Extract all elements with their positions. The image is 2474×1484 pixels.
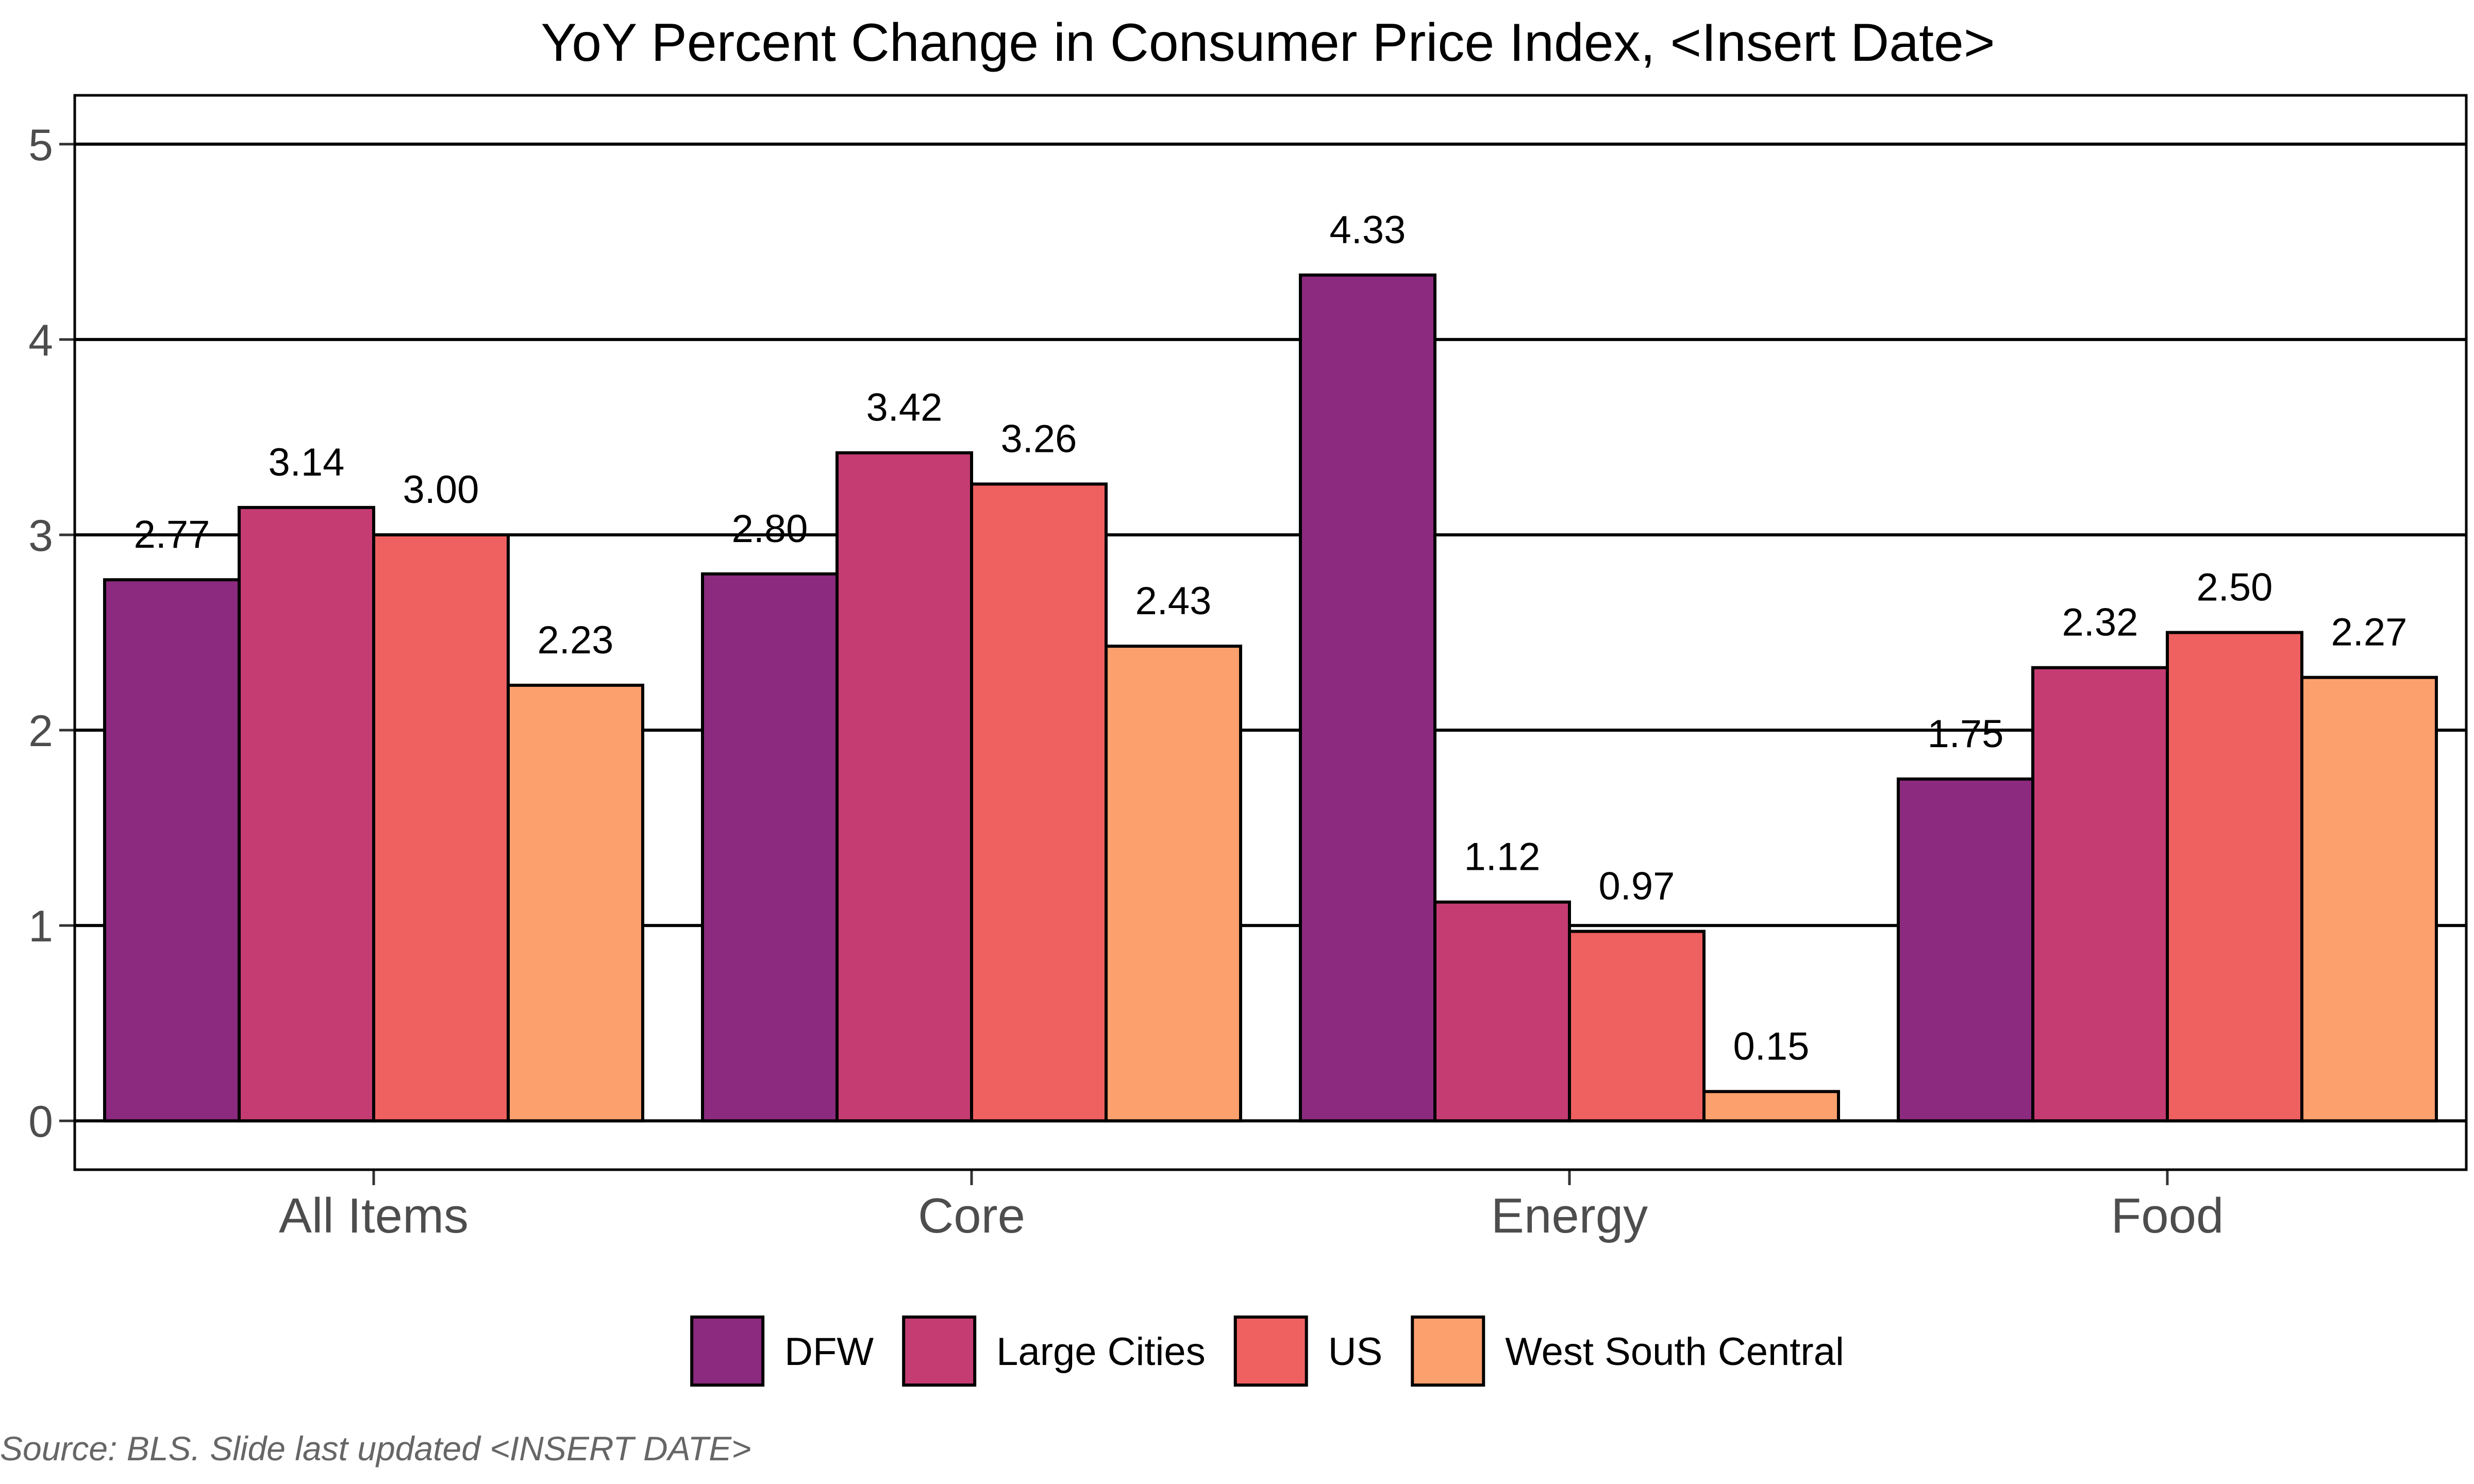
legend-swatch-dfw	[690, 1316, 765, 1387]
legend-label-us: US	[1328, 1330, 1383, 1374]
ytick-label-4: 4	[28, 316, 53, 365]
data-label-food-west-south-central: 2.27	[2331, 611, 2408, 654]
chart-title: YoY Percent Change in Consumer Price Ind…	[541, 13, 1995, 73]
data-label-all-items-dfw: 2.77	[134, 513, 210, 556]
ytick-label-2: 2	[28, 706, 53, 756]
legend-swatch-large-cities	[902, 1316, 977, 1387]
xtick-label-all-items: All Items	[279, 1188, 469, 1243]
bar-energy-west-south-central	[1702, 1090, 1840, 1123]
data-label-food-dfw: 1.75	[1928, 712, 2004, 756]
legend: DFW Large Cities US West South Central	[690, 1316, 1844, 1387]
bar-all-items-dfw	[103, 578, 241, 1123]
bar-food-dfw	[1897, 777, 2034, 1123]
bar-energy-large-cities	[1433, 900, 1571, 1123]
bar-core-us	[970, 482, 1108, 1123]
ytick-label-3: 3	[28, 511, 53, 561]
bar-all-items-west-south-central	[507, 683, 644, 1123]
legend-label-large-cities: Large Cities	[996, 1330, 1206, 1374]
bar-food-us	[2166, 631, 2303, 1123]
ytick-label-0: 0	[28, 1097, 53, 1146]
data-label-energy-large-cities: 1.12	[1464, 835, 1541, 879]
data-label-energy-west-south-central: 0.15	[1733, 1024, 1810, 1068]
data-label-all-items-large-cities: 3.14	[269, 441, 345, 484]
bar-energy-dfw	[1299, 273, 1436, 1123]
data-label-all-items-west-south-central: 2.23	[538, 618, 614, 662]
xtick-label-food: Food	[2111, 1188, 2224, 1243]
bar-all-items-us	[372, 533, 510, 1123]
data-label-core-us: 3.26	[1001, 417, 1077, 461]
bar-all-items-large-cities	[238, 505, 375, 1123]
legend-label-dfw: DFW	[784, 1330, 874, 1374]
legend-label-west-south-central: West South Central	[1505, 1330, 1844, 1374]
xtick-label-energy: Energy	[1491, 1188, 1648, 1243]
xtick-label-core: Core	[918, 1188, 1025, 1243]
data-label-energy-dfw: 4.33	[1330, 208, 1406, 252]
ytick-label-5: 5	[28, 121, 53, 170]
legend-swatch-us	[1233, 1316, 1308, 1387]
bar-core-west-south-central	[1105, 645, 1242, 1123]
ytick-label-1: 1	[28, 902, 53, 951]
data-label-core-west-south-central: 2.43	[1135, 579, 1212, 623]
bar-energy-us	[1568, 930, 1706, 1123]
data-label-all-items-us: 3.00	[403, 468, 479, 512]
data-label-food-us: 2.50	[2197, 566, 2273, 610]
data-label-food-large-cities: 2.32	[2062, 601, 2138, 645]
bar-food-large-cities	[2031, 666, 2169, 1123]
data-label-core-dfw: 2.80	[732, 507, 808, 551]
chart-caption: Source: BLS. Slide last updated <INSERT …	[0, 1429, 751, 1468]
plot-border	[73, 94, 2468, 1171]
bar-core-large-cities	[835, 451, 973, 1123]
data-label-core-large-cities: 3.42	[866, 386, 943, 430]
legend-swatch-west-south-central	[1411, 1316, 1485, 1387]
bar-core-dfw	[701, 572, 839, 1123]
bar-food-west-south-central	[2300, 676, 2438, 1123]
plot-area: 0 1 2 3 4 5 2.77 3.14 3.00 2.23 All Items 2.80 3.42 3…	[28, 94, 2468, 1243]
data-label-energy-us: 0.97	[1599, 865, 1675, 908]
